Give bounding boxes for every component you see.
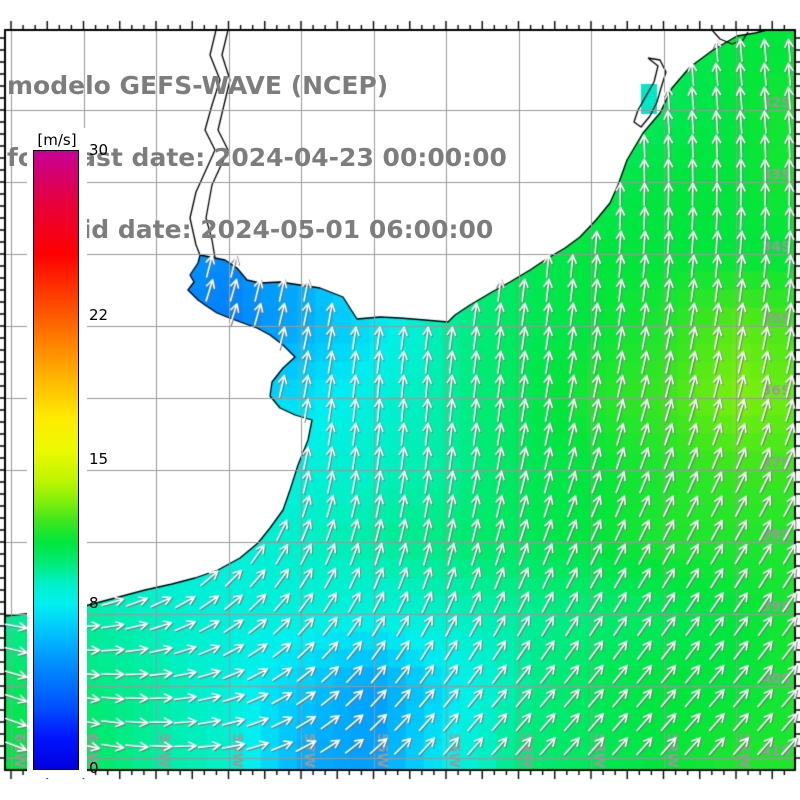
- valid-date: valid date: 2024-05-01 06:00:00: [41, 215, 494, 244]
- model-title: modelo GEFS-WAVE (NCEP): [7, 71, 389, 100]
- colorbar-tick-label: 15: [89, 450, 109, 468]
- colorbar-unit-label: [m/s]: [37, 131, 77, 149]
- colorbar-tick-label: 0: [89, 759, 99, 777]
- colorbar-tick-label: 30: [89, 141, 109, 159]
- colorbar-gradient: [33, 150, 79, 770]
- colorbar-tick-label: 22: [89, 305, 109, 324]
- colorbar: [m/s]: [27, 128, 87, 778]
- colorbar-tick-label: 8: [89, 594, 99, 613]
